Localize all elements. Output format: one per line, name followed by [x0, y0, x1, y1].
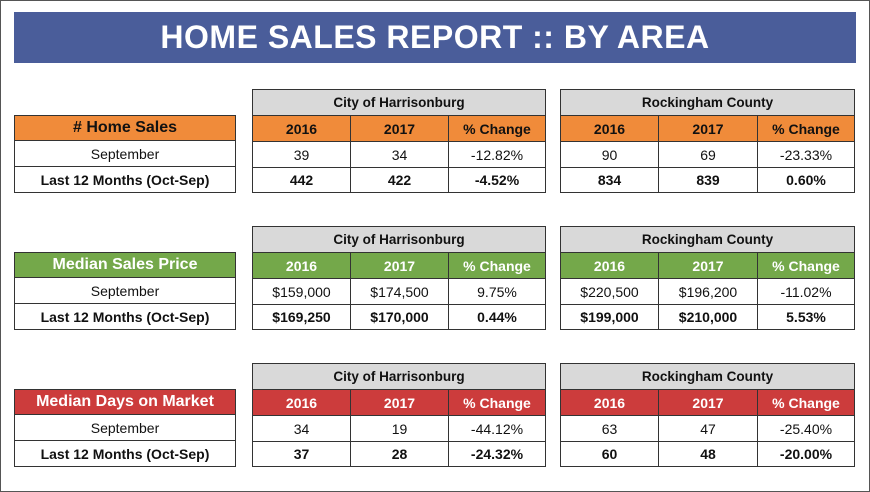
county-col-header: 2017: [658, 389, 758, 416]
city-cell-month: 34: [252, 415, 351, 442]
county-cell-month: -25.40%: [757, 415, 855, 442]
city-cell-12mo: 442: [252, 167, 351, 193]
county-col-header: 2016: [560, 252, 659, 279]
city-col-header: 2016: [252, 252, 351, 279]
category-label: # Home Sales: [14, 115, 236, 141]
city-header: City of Harrisonburg: [252, 226, 546, 253]
city-cell-12mo: -24.32%: [448, 441, 546, 467]
county-cell-12mo: 48: [658, 441, 758, 467]
county-col-header: 2016: [560, 115, 659, 142]
city-cell-12mo: -4.52%: [448, 167, 546, 193]
county-header: Rockingham County: [560, 226, 855, 253]
county-col-header: % Change: [757, 389, 855, 416]
city-col-header: 2017: [350, 252, 449, 279]
city-header: City of Harrisonburg: [252, 89, 546, 116]
county-cell-12mo: $210,000: [658, 304, 758, 330]
city-cell-month: -44.12%: [448, 415, 546, 442]
county-cell-12mo: -20.00%: [757, 441, 855, 467]
county-header: Rockingham County: [560, 363, 855, 390]
city-cell-12mo: $169,250: [252, 304, 351, 330]
city-cell-month: 39: [252, 141, 351, 168]
county-col-header: 2016: [560, 389, 659, 416]
category-label: Median Sales Price: [14, 252, 236, 278]
row-label-month: September: [14, 414, 236, 441]
city-cell-month: 34: [350, 141, 449, 168]
county-cell-month: 69: [658, 141, 758, 168]
category-label: Median Days on Market: [14, 389, 236, 415]
city-col-header: % Change: [448, 389, 546, 416]
city-cell-month: 19: [350, 415, 449, 442]
county-cell-month: 63: [560, 415, 659, 442]
county-cell-12mo: 834: [560, 167, 659, 193]
city-cell-month: $159,000: [252, 278, 351, 305]
row-label-month: September: [14, 140, 236, 167]
county-cell-month: -11.02%: [757, 278, 855, 305]
county-cell-month: 90: [560, 141, 659, 168]
county-cell-month: $220,500: [560, 278, 659, 305]
county-cell-12mo: 839: [658, 167, 758, 193]
county-col-header: 2017: [658, 252, 758, 279]
county-header: Rockingham County: [560, 89, 855, 116]
row-label-month: September: [14, 277, 236, 304]
city-cell-12mo: 0.44%: [448, 304, 546, 330]
county-cell-12mo: 60: [560, 441, 659, 467]
county-cell-12mo: 5.53%: [757, 304, 855, 330]
county-cell-month: -23.33%: [757, 141, 855, 168]
city-header: City of Harrisonburg: [252, 363, 546, 390]
county-cell-12mo: $199,000: [560, 304, 659, 330]
row-label-12mo: Last 12 Months (Oct-Sep): [14, 303, 236, 330]
row-label-12mo: Last 12 Months (Oct-Sep): [14, 440, 236, 467]
county-col-header: % Change: [757, 252, 855, 279]
county-cell-month: $196,200: [658, 278, 758, 305]
city-cell-12mo: 422: [350, 167, 449, 193]
city-cell-month: $174,500: [350, 278, 449, 305]
city-col-header: 2017: [350, 115, 449, 142]
row-label-12mo: Last 12 Months (Oct-Sep): [14, 166, 236, 193]
city-cell-12mo: 37: [252, 441, 351, 467]
city-cell-month: -12.82%: [448, 141, 546, 168]
city-col-header: 2016: [252, 389, 351, 416]
county-cell-12mo: 0.60%: [757, 167, 855, 193]
county-col-header: % Change: [757, 115, 855, 142]
city-cell-12mo: 28: [350, 441, 449, 467]
city-cell-12mo: $170,000: [350, 304, 449, 330]
report-title: HOME SALES REPORT :: BY AREA: [14, 12, 856, 63]
county-cell-month: 47: [658, 415, 758, 442]
county-col-header: 2017: [658, 115, 758, 142]
city-col-header: % Change: [448, 115, 546, 142]
city-cell-month: 9.75%: [448, 278, 546, 305]
city-col-header: % Change: [448, 252, 546, 279]
city-col-header: 2016: [252, 115, 351, 142]
city-col-header: 2017: [350, 389, 449, 416]
